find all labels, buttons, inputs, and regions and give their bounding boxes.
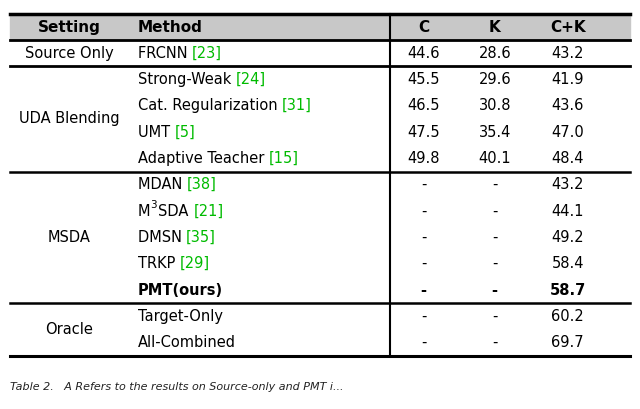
Text: 44.6: 44.6	[408, 46, 440, 61]
Text: Method: Method	[138, 20, 202, 35]
Text: K: K	[489, 20, 500, 35]
Text: 58.4: 58.4	[552, 256, 584, 271]
Text: M: M	[138, 204, 150, 218]
Text: 41.9: 41.9	[552, 72, 584, 87]
Text: Table 2.   A Refers to the results on Source-only and PMT i...: Table 2. A Refers to the results on Sour…	[10, 382, 343, 391]
Text: 28.6: 28.6	[479, 46, 511, 61]
Text: UDA Blending: UDA Blending	[19, 111, 120, 126]
Text: 43.2: 43.2	[552, 177, 584, 192]
Text: DMSN: DMSN	[138, 230, 186, 245]
Text: SDA: SDA	[159, 204, 193, 218]
Text: -: -	[421, 204, 426, 218]
Text: Source Only: Source Only	[25, 46, 113, 61]
Text: [35]: [35]	[186, 230, 216, 245]
Text: -: -	[421, 230, 426, 245]
Text: [15]: [15]	[269, 151, 299, 166]
Text: All-Combined: All-Combined	[138, 335, 236, 350]
Text: Target-Only: Target-Only	[138, 309, 223, 324]
Text: -: -	[492, 230, 497, 245]
Text: C: C	[418, 20, 429, 35]
Text: [23]: [23]	[192, 46, 222, 61]
Text: UMT: UMT	[138, 125, 174, 139]
Text: TRKP: TRKP	[138, 256, 180, 271]
Text: -: -	[421, 309, 426, 324]
Text: 58.7: 58.7	[550, 283, 586, 297]
Text: Oracle: Oracle	[45, 322, 93, 337]
Text: 35.4: 35.4	[479, 125, 511, 139]
Text: 46.5: 46.5	[408, 98, 440, 113]
Text: [29]: [29]	[180, 256, 210, 271]
Text: MDAN: MDAN	[138, 177, 187, 192]
Text: -: -	[492, 204, 497, 218]
Text: 49.2: 49.2	[552, 230, 584, 245]
Text: -: -	[421, 335, 426, 350]
Text: 30.8: 30.8	[479, 98, 511, 113]
Text: -: -	[492, 335, 497, 350]
Text: C+K: C+K	[550, 20, 586, 35]
Text: 45.5: 45.5	[408, 72, 440, 87]
Text: 60.2: 60.2	[551, 309, 584, 324]
Text: Adaptive Teacher: Adaptive Teacher	[138, 151, 269, 166]
Text: 69.7: 69.7	[552, 335, 584, 350]
Text: 43.6: 43.6	[552, 98, 584, 113]
Text: 47.0: 47.0	[551, 125, 584, 139]
Bar	[10, 14, 630, 40]
Text: 49.8: 49.8	[408, 151, 440, 166]
Text: 40.1: 40.1	[479, 151, 511, 166]
Text: -: -	[492, 177, 497, 192]
Text: 3: 3	[150, 200, 157, 210]
Text: [21]: [21]	[193, 204, 223, 218]
Text: 29.6: 29.6	[479, 72, 511, 87]
Text: Setting: Setting	[38, 20, 100, 35]
Text: [5]: [5]	[174, 125, 195, 139]
Text: -: -	[420, 283, 427, 297]
Text: 47.5: 47.5	[408, 125, 440, 139]
Text: PMT(ours): PMT(ours)	[138, 283, 223, 297]
Text: [24]: [24]	[236, 72, 266, 87]
Text: 44.1: 44.1	[552, 204, 584, 218]
Text: -: -	[492, 256, 497, 271]
Text: -: -	[421, 177, 426, 192]
Text: -: -	[492, 309, 497, 324]
Text: [31]: [31]	[282, 98, 312, 113]
Text: Strong-Weak: Strong-Weak	[138, 72, 236, 87]
Text: -: -	[421, 256, 426, 271]
Text: MSDA: MSDA	[48, 230, 90, 245]
Text: Cat. Regularization: Cat. Regularization	[138, 98, 282, 113]
Text: [38]: [38]	[187, 177, 216, 192]
Text: -: -	[492, 283, 498, 297]
Text: 48.4: 48.4	[552, 151, 584, 166]
Text: FRCNN: FRCNN	[138, 46, 192, 61]
Text: 43.2: 43.2	[552, 46, 584, 61]
